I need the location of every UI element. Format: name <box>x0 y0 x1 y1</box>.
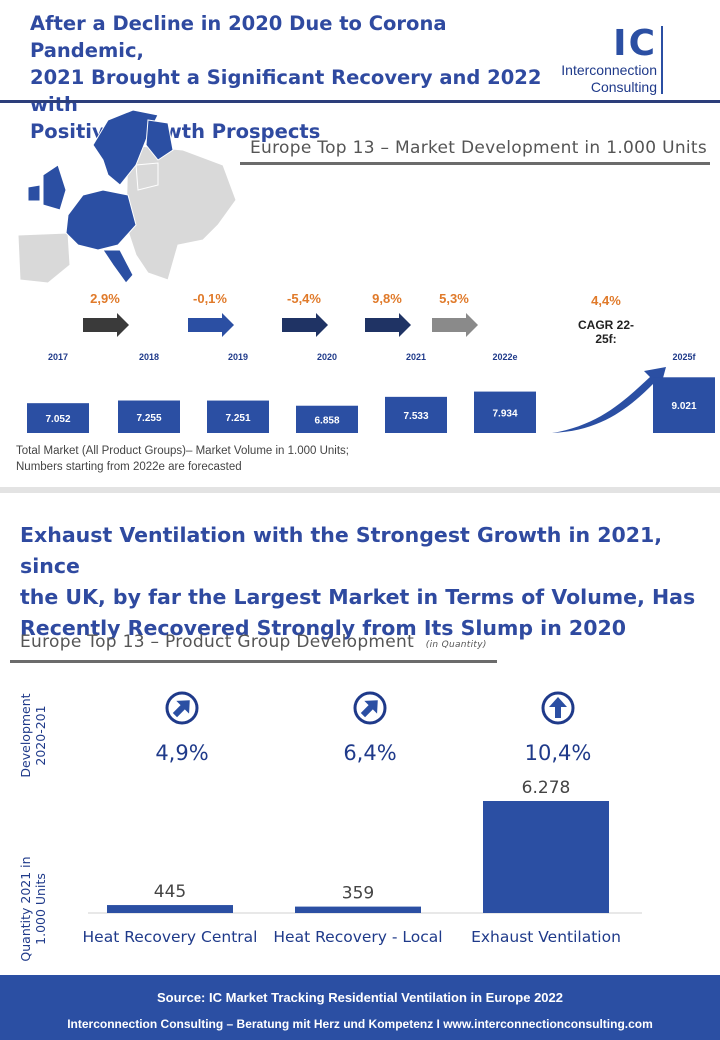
growth-label: 4,9% <box>155 741 208 765</box>
growth-label: -5,4% <box>287 291 321 306</box>
map-ireland <box>27 184 41 202</box>
value-label: 7.052 <box>45 414 70 425</box>
logo-line1: Interconnection <box>561 62 657 78</box>
map-uk <box>42 164 67 211</box>
growth-arrow-icon <box>188 313 234 337</box>
value-box <box>118 400 180 433</box>
arrow-up-icon <box>549 697 567 718</box>
section-divider <box>0 487 720 493</box>
value-label: 445 <box>154 882 186 902</box>
value-label: 359 <box>342 884 374 904</box>
value-label: 6.278 <box>522 778 571 798</box>
value-label: 7.251 <box>225 413 250 424</box>
year-label: 2019 <box>228 352 248 362</box>
subtitle-note: (in Quantity) <box>425 640 487 650</box>
section2-title: Exhaust Ventilation with the Strongest G… <box>20 520 710 644</box>
growth-arrow-icon <box>83 313 129 337</box>
year-label: 2021 <box>406 352 426 362</box>
growth-label: -0,1% <box>193 291 227 306</box>
growth-label: 10,4% <box>525 741 592 765</box>
footer: Source: IC Market Tracking Residential V… <box>0 975 720 1040</box>
cagr-label: CAGR 22-25f: <box>577 318 634 346</box>
growth-label: 2,9% <box>90 291 120 306</box>
source-text: Source: IC Market Tracking Residential V… <box>156 990 563 1005</box>
year-label: 2022e <box>492 352 517 362</box>
growth-label: 5,3% <box>439 291 469 306</box>
note-line: Numbers starting from 2022e are forecast… <box>16 461 242 473</box>
market-development-subtitle: Europe Top 13 – Market Development in 1.… <box>250 138 708 158</box>
company-logo: IC Interconnection Consulting <box>560 26 695 98</box>
value-label: 7.533 <box>403 411 428 422</box>
map-iberia <box>17 232 71 284</box>
subtitle-text: Europe Top 13 – Product Group Developmen… <box>20 632 415 652</box>
subtitle-rule <box>10 660 497 663</box>
page-title: After a Decline in 2020 Due to Corona Pa… <box>30 10 550 145</box>
value-label: 7.255 <box>136 413 161 424</box>
category-label: Heat Recovery - Local <box>273 928 442 946</box>
value-box <box>474 391 536 433</box>
note-line: Total Market (All Product Groups)– Marke… <box>16 445 350 457</box>
growth-arrow-icon <box>282 313 328 337</box>
map-finland <box>145 119 174 161</box>
value-box <box>296 405 358 433</box>
growth-arrow-icon <box>432 313 478 337</box>
year-label: 2025f <box>672 352 696 362</box>
growth-arrow-icon <box>365 313 411 337</box>
cagr-value: 4,4% <box>591 293 621 308</box>
subtitle-rule <box>240 162 710 165</box>
year-label: 2018 <box>139 352 159 362</box>
value-box <box>653 377 715 433</box>
map-central <box>65 189 137 251</box>
growth-label: 9,8% <box>372 291 402 306</box>
arrow-shape <box>549 697 567 718</box>
market-note: Total Market (All Product Groups)– Marke… <box>16 443 349 475</box>
value-label: 9.021 <box>671 401 696 412</box>
product-group-subtitle: Europe Top 13 – Product Group Developmen… <box>20 632 487 652</box>
logo-mark: IC <box>613 23 657 64</box>
value-label: 7.934 <box>492 408 517 419</box>
category-label: Exhaust Ventilation <box>471 928 621 946</box>
arrow-shape <box>360 700 378 718</box>
market-development-chart: 2,9% -0,1% -5,4% 9,8% 5,3% 4,4% 2017 7.052 2018 7… <box>27 291 715 433</box>
title-line: Exhaust Ventilation with the Strongest G… <box>20 523 663 578</box>
arrow-shape <box>172 700 190 718</box>
map-scandinavia <box>92 109 159 186</box>
value-box <box>385 396 447 433</box>
map-italy <box>102 249 134 284</box>
quantity-bar <box>107 905 233 913</box>
arrow-up-right-icon <box>172 700 190 718</box>
product-group-chart: 4,9% 445 Heat Recovery Central 6,4% 359 Heat … <box>83 691 642 946</box>
year-label: 2020 <box>317 352 337 362</box>
value-label: 6.858 <box>314 415 339 426</box>
arrow-up-right-icon <box>360 700 378 718</box>
title-line: After a Decline in 2020 Due to Corona Pa… <box>30 12 447 62</box>
value-box <box>27 403 89 433</box>
forecast-arrow-icon <box>552 367 666 433</box>
quantity-bar <box>295 906 421 913</box>
europe-map <box>17 109 237 284</box>
title-line: 2021 Brought a Significant Recovery and … <box>30 66 542 116</box>
tagline-text: Interconnection Consulting – Beratung mi… <box>67 1017 653 1031</box>
value-box <box>207 400 269 433</box>
title-line: Recently Recovered Strongly from Its Slu… <box>20 616 626 640</box>
growth-label: 6,4% <box>343 741 396 765</box>
quantity-bar <box>483 801 609 913</box>
category-label: Heat Recovery Central <box>83 928 258 946</box>
header-rule <box>0 100 720 103</box>
logo-line2: Consulting <box>590 79 657 95</box>
title-line: the UK, by far the Largest Market in Ter… <box>20 585 696 609</box>
map-baltic <box>135 162 159 191</box>
logo-divider <box>661 26 663 94</box>
year-label: 2017 <box>48 352 68 362</box>
